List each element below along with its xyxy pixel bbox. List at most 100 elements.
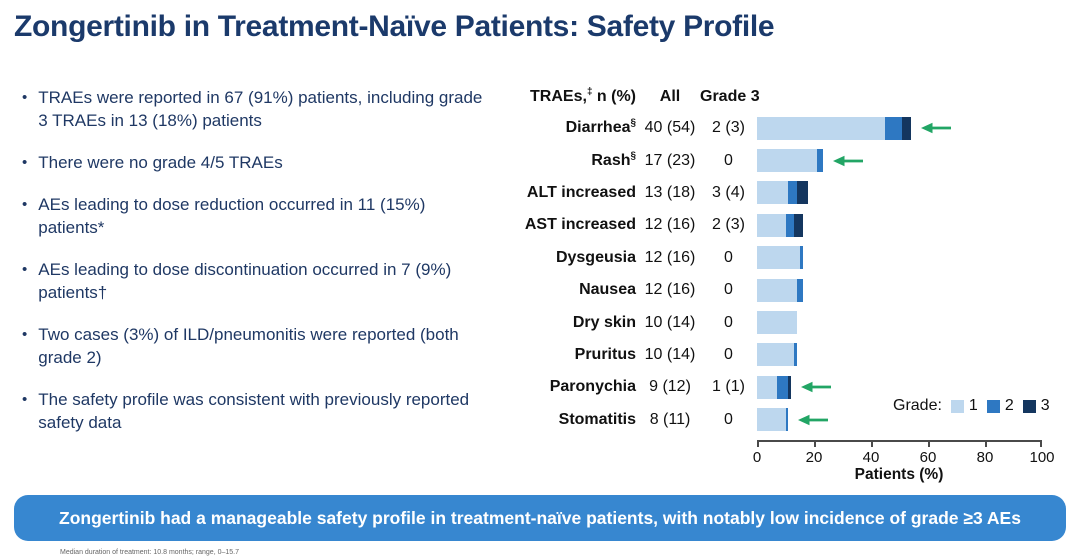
- legend-entry-label: 1: [968, 397, 978, 414]
- bar-grade3-segment: [902, 116, 911, 140]
- trae-grade3-value: 0: [724, 313, 733, 331]
- bar-grade1-segment: [757, 375, 777, 399]
- bar-grade1-segment: [757, 116, 886, 140]
- double-dagger-symbol: ‡: [586, 86, 593, 98]
- bar-grade1-segment: [757, 213, 786, 237]
- trae-label: ALT increased: [526, 183, 636, 201]
- bullet-dot-icon: •: [22, 196, 28, 213]
- trae-label: AST increased: [524, 216, 636, 234]
- section-symbol: §: [630, 150, 636, 162]
- trae-row: Dry skin 10 (14) 0: [505, 306, 1080, 338]
- bar-grade2-segment: [799, 246, 803, 270]
- bar-grade1-segment: [757, 181, 789, 205]
- legend-swatch-grade1-icon: [950, 399, 964, 413]
- trae-label: Dry skin: [572, 313, 636, 331]
- legend-entry-grade3: 3: [1022, 397, 1050, 415]
- bullet-item: • There were no grade 4/5 TRAEs: [22, 151, 484, 174]
- page-title: Zongertinib in Treatment-Naïve Patients:…: [14, 10, 775, 43]
- trae-row: Diarrhea§ 40 (54) 2 (3): [505, 112, 1080, 144]
- trae-row: AST increased 12 (16) 2 (3): [505, 209, 1080, 241]
- trae-all-value: 10 (14): [644, 313, 696, 331]
- bullet-item: • Two cases (3%) of ILD/pneumonitis were …: [22, 323, 484, 369]
- trae-stacked-bar: [757, 149, 1080, 173]
- trae-label: Dysgeusia: [555, 248, 636, 266]
- bullet-dot-icon: •: [22, 154, 28, 171]
- trae-label: Diarrhea§: [565, 117, 636, 137]
- legend-entry-label: 2: [1004, 397, 1014, 414]
- header-grade3: Grade 3: [700, 88, 760, 105]
- legend-swatch-grade3-icon: [1022, 399, 1036, 413]
- highlight-arrow-icon: [798, 414, 829, 425]
- trae-row: ALT increased 13 (18) 3 (4): [505, 177, 1080, 209]
- trae-grade3-value: 0: [724, 151, 733, 169]
- trae-stacked-bar: [757, 375, 1080, 399]
- header-traes: TRAEs,‡ n (%): [530, 86, 636, 105]
- trae-stacked-bar: [757, 246, 1080, 270]
- x-axis-tick-label: 0: [752, 449, 762, 466]
- bar-grade2-segment: [885, 116, 903, 140]
- bar-grade1-segment: [757, 278, 797, 302]
- trae-stacked-bar: [757, 278, 1080, 302]
- x-axis-tick: [985, 440, 987, 447]
- bullet-dot-icon: •: [22, 391, 28, 408]
- x-axis-line: [757, 440, 1042, 442]
- trae-label: Nausea: [579, 281, 636, 299]
- bar-grade3-segment: [788, 375, 792, 399]
- chart-legend: Grade: 1 2 3: [893, 397, 1050, 415]
- x-axis: 0 20 40 60 80 100 Patients (%): [753, 440, 1055, 483]
- legend-swatch-grade2-icon: [986, 399, 1000, 413]
- trae-grade3-value: 2 (3): [712, 216, 745, 234]
- trae-all-value: 40 (54): [644, 119, 696, 137]
- trae-table-header: TRAEs,‡ n (%) All Grade 3: [505, 82, 1080, 112]
- bar-grade2-segment: [794, 343, 797, 367]
- trae-row: Nausea 12 (16) 0: [505, 274, 1080, 306]
- footnote: Median duration of treatment: 10.8 month…: [60, 549, 240, 556]
- trae-row: Paronychia 9 (12) 1 (1): [505, 371, 1080, 403]
- trae-all-value: 12 (16): [644, 248, 696, 266]
- trae-grade3-value: 0: [724, 248, 733, 266]
- bullet-text: Two cases (3%) of ILD/pneumonitis were r…: [38, 325, 459, 367]
- trae-rows-container: Diarrhea§ 40 (54) 2 (3) Rash§ 17 (23) 0 ALT in…: [505, 112, 1080, 436]
- bar-grade2-segment: [785, 408, 789, 432]
- trae-stacked-bar: [757, 213, 1080, 237]
- bar-grade1-segment: [757, 408, 786, 432]
- bullet-dot-icon: •: [22, 261, 28, 278]
- trae-all-value: 13 (18): [644, 183, 696, 201]
- trae-stacked-bar: [757, 311, 1080, 335]
- trae-stacked-bar: [757, 408, 1080, 432]
- trae-row: Stomatitis 8 (11) 0: [505, 404, 1080, 436]
- trae-label: Rash§: [591, 150, 636, 169]
- trae-row: Pruritus 10 (14) 0: [505, 339, 1080, 371]
- summary-banner: Zongertinib had a manageable safety prof…: [14, 495, 1066, 541]
- bar-grade2-segment: [785, 213, 795, 237]
- trae-stacked-bar: [757, 343, 1080, 367]
- x-axis-tick-label: 40: [862, 449, 880, 466]
- trae-grade3-value: 0: [724, 281, 733, 299]
- x-axis-tick-label: 80: [976, 449, 994, 466]
- trae-all-value: 12 (16): [644, 216, 696, 234]
- highlight-arrow-icon: [920, 122, 951, 134]
- bullet-item: • The safety profile was consistent with …: [22, 388, 484, 434]
- trae-grade3-value: 3 (4): [712, 183, 745, 201]
- x-axis-tick: [757, 440, 759, 447]
- trae-all-value: 12 (16): [644, 281, 696, 299]
- x-axis-tick: [814, 440, 816, 447]
- bar-grade2-segment: [816, 149, 823, 173]
- section-symbol: §: [630, 117, 636, 129]
- trae-row: Rash§ 17 (23) 0: [505, 144, 1080, 176]
- trae-label: Pruritus: [574, 345, 636, 363]
- trae-all-value: 17 (23): [644, 151, 696, 169]
- x-axis-tick: [928, 440, 930, 447]
- x-axis-tick-label: 100: [1029, 449, 1055, 466]
- legend-entry-grade2: 2: [986, 397, 1014, 415]
- x-axis-tick-label: 20: [805, 449, 823, 466]
- trae-grade3-value: 0: [724, 345, 733, 363]
- highlight-arrow-icon: [832, 155, 863, 166]
- bullet-text: There were no grade 4/5 TRAEs: [38, 153, 283, 172]
- bullet-text: The safety profile was consistent with p…: [38, 390, 470, 432]
- bar-grade1-segment: [757, 311, 797, 335]
- legend-entry-label: 3: [1040, 397, 1050, 414]
- trae-stacked-bar: [757, 181, 1080, 205]
- trae-label: Stomatitis: [558, 410, 636, 428]
